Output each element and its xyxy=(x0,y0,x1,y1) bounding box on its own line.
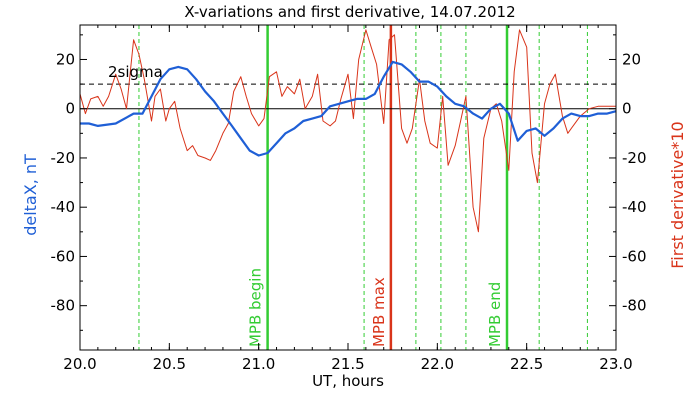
x-axis-label: UT, hours xyxy=(312,372,384,390)
y-tick-label-right-5: 20 xyxy=(622,50,641,68)
y-tick-label-right-1: -60 xyxy=(622,247,647,265)
marker-label-1: MPB begin xyxy=(247,268,265,347)
tick-labels: 20.0 20.5 21.0 21.5 22.0 22.5 23.0 -80 -80 -60 -60… xyxy=(51,50,647,373)
x-tick-label-3: 21.5 xyxy=(331,355,364,373)
marker-label-7: MPB end xyxy=(486,282,504,347)
series-line-deltaX xyxy=(80,60,617,157)
sigma-label: 2sigma xyxy=(108,63,163,81)
marker-label-3: MPB max xyxy=(370,277,388,347)
x-tick-label-6: 23.0 xyxy=(599,355,632,373)
x-tick-label-2: 21.0 xyxy=(242,355,275,373)
y-tick-label-left-1: -60 xyxy=(51,247,76,265)
x-tick-label-5: 22.5 xyxy=(510,355,543,373)
y-tick-label-left-2: -40 xyxy=(51,198,76,216)
y-tick-label-right-2: -40 xyxy=(622,198,647,216)
y-tick-label-right-3: -20 xyxy=(622,149,647,167)
y-tick-label-left-3: -20 xyxy=(51,149,76,167)
y-tick-label-left-0: -80 xyxy=(51,297,76,315)
axis-ticks xyxy=(79,25,617,350)
y-axis-label-right: First derivative*10 xyxy=(668,121,687,268)
y-tick-label-right-4: 0 xyxy=(622,100,632,118)
series-lines xyxy=(79,29,617,233)
chart-title: X-variations and first derivative, 14.07… xyxy=(184,3,515,21)
y-axis-label-left: deltaX, nT xyxy=(21,154,40,236)
y-tick-label-right-0: -80 xyxy=(622,297,647,315)
x-tick-label-1: 20.5 xyxy=(153,355,186,373)
guide-lines xyxy=(80,83,616,110)
vertical-markers: MPB begin MPB max MPB end xyxy=(138,25,588,350)
y-tick-label-left-5: 20 xyxy=(56,50,75,68)
series-line-derivative xyxy=(79,29,616,233)
x-tick-label-0: 20.0 xyxy=(63,355,96,373)
x-tick-label-4: 22.0 xyxy=(421,355,454,373)
y-tick-label-left-4: 0 xyxy=(65,100,75,118)
